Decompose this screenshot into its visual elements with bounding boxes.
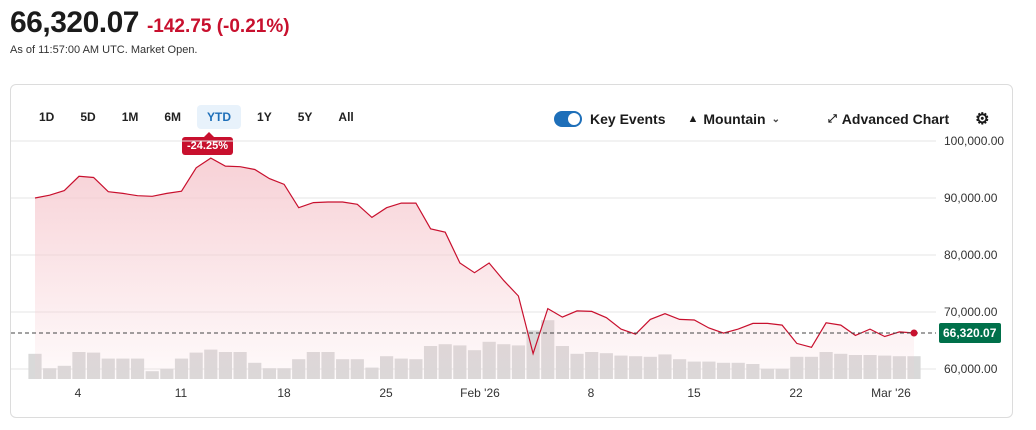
key-events-toggle[interactable]: Key Events (554, 111, 665, 127)
as-of-timestamp: As of 11:57:00 AM UTC. Market Open. (10, 44, 198, 56)
y-tick-label: 90,000.00 (944, 191, 998, 205)
quote-header: 66,320.07 -142.75 (-0.21%) As of 11:57:0… (10, 6, 290, 56)
last-price: 66,320.07 (10, 6, 139, 39)
change-percent: (-0.21%) (216, 16, 290, 37)
gear-icon[interactable]: ⚙ (975, 111, 990, 128)
x-tick-label: 11 (175, 386, 188, 400)
toggle-switch[interactable] (554, 111, 582, 127)
change-value: -142.75 (146, 16, 212, 37)
price-change: -142.75 (-0.21%) (147, 16, 290, 38)
x-tick-label: 4 (75, 386, 82, 400)
range-5d[interactable]: 5D (80, 110, 96, 124)
range-ytd[interactable]: YTD (197, 105, 242, 129)
advanced-chart-button[interactable]: ⤢ Advanced Chart (828, 111, 949, 127)
price-chart[interactable]: 66,320.07 100,000.00 90,000.00 80,000.00 70… (11, 85, 1014, 419)
range-selector: 1D 5D 1M 6M YTD 1Y 5Y All (29, 105, 364, 129)
x-tick-label: 8 (588, 386, 595, 400)
chart-card: 1D 5D 1M 6M YTD 1Y 5Y All -24.25% Key Ev… (10, 84, 1013, 418)
range-5y[interactable]: 5Y (297, 110, 313, 124)
y-tick-label: 100,000.00 (944, 134, 1004, 148)
last-price-label: 66,320.07 (939, 322, 1001, 343)
mountain-icon: ▲ (687, 113, 699, 125)
price-area (35, 158, 914, 379)
expand-arrows-icon: ⤢ (827, 112, 837, 125)
range-1y[interactable]: 1Y (257, 110, 272, 124)
x-tick-label: 25 (379, 386, 393, 400)
svg-text:66,320.07: 66,320.07 (943, 326, 997, 340)
y-tick-label: 80,000.00 (944, 248, 998, 262)
range-all[interactable]: All (338, 110, 354, 124)
x-tick-label: 18 (277, 386, 291, 400)
y-tick-label: 60,000.00 (944, 362, 998, 376)
range-6m[interactable]: 6M (164, 110, 182, 124)
x-tick-label: 15 (687, 386, 701, 400)
range-1m[interactable]: 1M (121, 110, 139, 124)
x-tick-label: Feb '26 (460, 386, 500, 400)
y-tick-label: 70,000.00 (944, 305, 998, 319)
chevron-down-icon: ⌄ (771, 113, 780, 125)
chart-type-dropdown[interactable]: ▲ Mountain ⌄ (687, 111, 780, 127)
key-events-label: Key Events (590, 111, 666, 127)
chart-type-label: Mountain (703, 111, 766, 127)
price-row: 66,320.07 -142.75 (-0.21%) (10, 6, 290, 40)
range-1d[interactable]: 1D (39, 110, 55, 124)
x-tick-label: 22 (789, 386, 803, 400)
x-tick-label: Mar '26 (871, 386, 911, 400)
last-price-dot (910, 329, 918, 337)
price-line (34, 157, 915, 356)
chart-controls: Key Events ▲ Mountain ⌄ ⤢ Advanced Chart… (554, 109, 990, 129)
advanced-chart-label: Advanced Chart (841, 111, 950, 127)
